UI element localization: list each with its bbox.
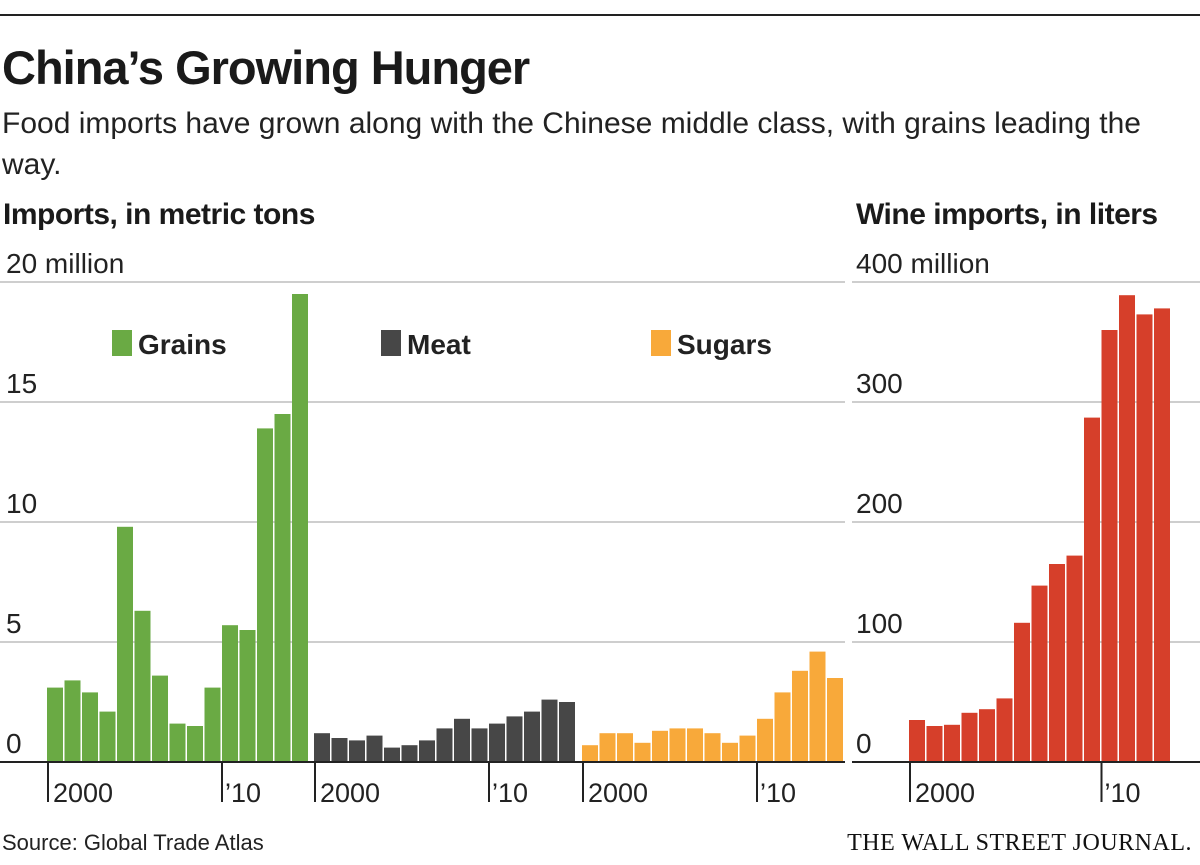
y-tick-label: 400 million xyxy=(856,248,990,279)
wine-bar xyxy=(1049,564,1065,762)
grains-bar xyxy=(82,692,98,762)
y-tick-label: 300 xyxy=(856,368,903,399)
meat-bar xyxy=(349,740,365,762)
wine-bar xyxy=(1119,295,1135,762)
sugars-bar xyxy=(792,670,808,762)
meat-bar xyxy=(401,745,418,762)
sugars-bar xyxy=(739,735,756,762)
grains-bar xyxy=(117,526,133,762)
legend-grains-swatch xyxy=(112,330,132,356)
grains-bar xyxy=(204,687,221,762)
legend-grains-label: Grains xyxy=(138,329,227,360)
sugars-bar xyxy=(827,678,843,762)
y-tick-label: 20 million xyxy=(6,248,124,279)
wine-bar xyxy=(979,709,995,762)
meat-bar xyxy=(541,699,558,762)
x-tick-label: ’10 xyxy=(760,778,796,808)
meat-bar xyxy=(559,702,575,762)
meat-bar xyxy=(506,716,523,762)
grains-bar xyxy=(292,294,308,762)
x-tick-label: 2000 xyxy=(53,778,113,808)
page-title: China’s Growing Hunger xyxy=(2,41,530,94)
y-tick-label: 100 xyxy=(856,608,903,639)
wine-bar xyxy=(1101,330,1118,762)
grains-bar xyxy=(99,711,116,762)
grains-bar xyxy=(47,687,63,762)
sugars-bar xyxy=(757,718,773,762)
publisher-logo: THE WALL STREET JOURNAL. xyxy=(847,830,1192,856)
top-rule xyxy=(0,14,1200,16)
wine-chart-title: Wine imports, in liters xyxy=(856,198,1158,231)
imports-chart-title: Imports, in metric tons xyxy=(3,198,315,231)
sugars-bar xyxy=(669,728,686,762)
wine-bar xyxy=(944,724,960,762)
wine-bar xyxy=(961,712,978,762)
x-tick-label: 2000 xyxy=(915,778,975,808)
y-tick-label: 10 xyxy=(6,488,37,519)
meat-bar xyxy=(436,728,453,762)
legend-meat-swatch xyxy=(381,330,401,356)
meat-bar xyxy=(471,728,488,762)
grains-bar xyxy=(274,414,291,762)
wine-bar xyxy=(1084,417,1100,762)
meat-bar xyxy=(489,723,505,762)
grains-bar xyxy=(169,723,186,762)
grains-bar xyxy=(257,428,273,762)
sugars-bar xyxy=(617,733,633,762)
meat-bar xyxy=(331,738,348,762)
wine-bar xyxy=(1154,308,1170,762)
wine-bar xyxy=(996,698,1013,762)
wine-bar xyxy=(909,720,925,762)
grains-bar xyxy=(64,680,81,762)
y-tick-label: 5 xyxy=(6,608,22,639)
meat-bar xyxy=(384,747,400,762)
y-tick-label: 0 xyxy=(6,728,22,759)
source-note: Source: Global Trade Atlas xyxy=(2,830,264,855)
x-tick-label: 2000 xyxy=(588,778,648,808)
sugars-bar xyxy=(722,742,738,762)
wine-bar xyxy=(1014,622,1030,762)
grains-bar xyxy=(152,675,168,762)
grains-bar xyxy=(222,625,238,762)
legend-sugars-label: Sugars xyxy=(677,329,772,360)
y-tick-label: 0 xyxy=(856,728,872,759)
meat-bar xyxy=(366,735,383,762)
grains-bar xyxy=(239,630,256,762)
sugars-bar xyxy=(687,728,703,762)
wine-bar xyxy=(1066,555,1083,762)
sugars-bar xyxy=(582,745,598,762)
sugars-bar xyxy=(652,730,668,762)
sugars-bar xyxy=(774,692,791,762)
x-tick-label: 2000 xyxy=(320,778,380,808)
meat-bar xyxy=(454,718,470,762)
wine-bar xyxy=(1136,314,1153,762)
sugars-bar xyxy=(704,733,721,762)
grains-bar xyxy=(187,726,203,762)
meat-bar xyxy=(314,733,330,762)
legend-meat-label: Meat xyxy=(407,329,471,360)
legend-sugars-swatch xyxy=(651,330,671,356)
x-tick-label: ’10 xyxy=(225,778,261,808)
sugars-bar xyxy=(599,733,616,762)
x-tick-label: ’10 xyxy=(1105,778,1141,808)
y-tick-label: 15 xyxy=(6,368,37,399)
grains-bar xyxy=(134,610,151,762)
meat-bar xyxy=(419,740,435,762)
wine-bar xyxy=(1031,585,1048,762)
wine-bar xyxy=(926,726,943,762)
sugars-bar xyxy=(634,742,651,762)
y-tick-label: 200 xyxy=(856,488,903,519)
meat-bar xyxy=(524,711,540,762)
sugars-bar xyxy=(809,651,826,762)
subtitle: Food imports have grown along with the C… xyxy=(2,107,1141,181)
x-tick-label: ’10 xyxy=(492,778,528,808)
